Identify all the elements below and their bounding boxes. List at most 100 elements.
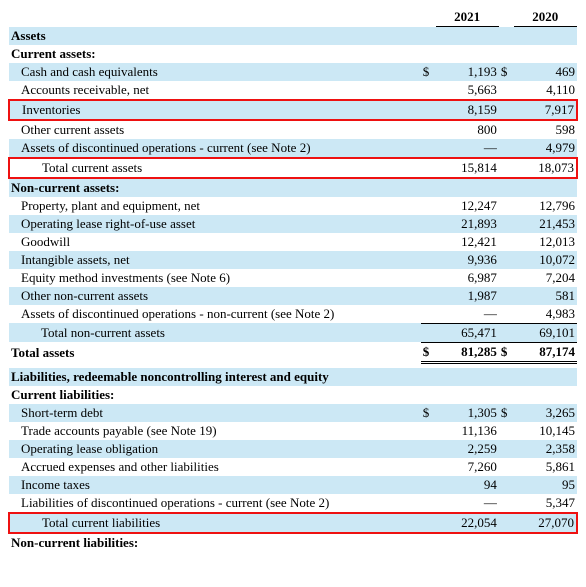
val-equity-inv-2021: 6,987 [436, 269, 499, 287]
row-olo: Operating lease obligation 2,259 2,358 [9, 440, 577, 458]
row-disc-cur-liab: Liabilities of discontinued operations -… [9, 494, 577, 513]
current-liab-heading: Current liabilities: [9, 386, 421, 404]
currency-symbol: $ [499, 342, 514, 362]
label-cash: Cash and cash equivalents [9, 63, 421, 81]
val-disc-cur-a-2021: — [436, 139, 499, 158]
val-ta-2021: 81,285 [436, 342, 499, 362]
row-disc-cur-assets: Assets of discontinued operations - curr… [9, 139, 577, 158]
row-ar: Accounts receivable, net 5,663 4,110 [9, 81, 577, 100]
currency-symbol: $ [421, 404, 436, 422]
row-total-nc-assets: Total non-current assets 65,471 69,101 [9, 323, 577, 342]
label-disc-cur-a: Assets of discontinued operations - curr… [9, 139, 421, 158]
val-rou-2021: 21,893 [436, 215, 499, 233]
val-accr-2021: 7,260 [436, 458, 499, 476]
val-ar-2021: 5,663 [436, 81, 499, 100]
row-onca: Other non-current assets 1,987 581 [9, 287, 577, 305]
label-onca: Other non-current assets [9, 287, 421, 305]
val-ap-2020: 10,145 [514, 422, 577, 440]
val-tnca-2021: 65,471 [436, 323, 499, 342]
liab-section-heading: Liabilities, redeemable noncontrolling i… [9, 368, 421, 386]
label-disc-nc-a: Assets of discontinued operations - non-… [9, 305, 421, 324]
val-disc-cur-l-2020: 5,347 [514, 494, 577, 513]
val-tnca-2020: 69,101 [514, 323, 577, 342]
val-tax-2021: 94 [436, 476, 499, 494]
val-oca-2020: 598 [514, 120, 577, 139]
row-rou: Operating lease right-of-use asset 21,89… [9, 215, 577, 233]
row-std: Short-term debt $ 1,305 $ 3,265 [9, 404, 577, 422]
liab-section-heading-row: Liabilities, redeemable noncontrolling i… [9, 368, 577, 386]
row-oca: Other current assets 800 598 [9, 120, 577, 139]
val-disc-nc-a-2020: 4,983 [514, 305, 577, 324]
label-equity-inv: Equity method investments (see Note 6) [9, 269, 421, 287]
label-rou: Operating lease right-of-use asset [9, 215, 421, 233]
val-cash-2020: 469 [514, 63, 577, 81]
year-header-row: 2021 2020 [9, 8, 577, 27]
val-tcl-2020: 27,070 [514, 513, 577, 533]
val-inv-2021: 8,159 [436, 100, 499, 120]
val-ta-2020: 87,174 [514, 342, 577, 362]
val-accr-2020: 5,861 [514, 458, 577, 476]
val-equity-inv-2020: 7,204 [514, 269, 577, 287]
val-onca-2020: 581 [514, 287, 577, 305]
label-tax: Income taxes [9, 476, 421, 494]
current-liab-heading-row: Current liabilities: [9, 386, 577, 404]
val-disc-cur-a-2020: 4,979 [514, 139, 577, 158]
val-rou-2020: 21,453 [514, 215, 577, 233]
non-current-liab-heading-row: Non-current liabilities: [9, 533, 577, 552]
val-disc-nc-a-2021: — [436, 305, 499, 324]
non-current-assets-heading-row: Non-current assets: [9, 178, 577, 197]
label-tca: Total current assets [9, 158, 421, 178]
row-disc-nc-assets: Assets of discontinued operations - non-… [9, 305, 577, 324]
val-ap-2021: 11,136 [436, 422, 499, 440]
year-2020: 2020 [514, 8, 577, 27]
label-tnca: Total non-current assets [9, 323, 421, 342]
val-gw-2021: 12,421 [436, 233, 499, 251]
val-intang-2021: 9,936 [436, 251, 499, 269]
val-olo-2020: 2,358 [514, 440, 577, 458]
val-tca-2020: 18,073 [514, 158, 577, 178]
row-cash: Cash and cash equivalents $ 1,193 $ 469 [9, 63, 577, 81]
val-cash-2021: 1,193 [436, 63, 499, 81]
row-equity-inv: Equity method investments (see Note 6) 6… [9, 269, 577, 287]
label-ap: Trade accounts payable (see Note 19) [9, 422, 421, 440]
label-gw: Goodwill [9, 233, 421, 251]
label-disc-cur-l: Liabilities of discontinued operations -… [9, 494, 421, 513]
val-std-2021: 1,305 [436, 404, 499, 422]
val-ppe-2020: 12,796 [514, 197, 577, 215]
label-intang: Intangible assets, net [9, 251, 421, 269]
val-inv-2020: 7,917 [514, 100, 577, 120]
label-tcl: Total current liabilities [9, 513, 421, 533]
row-total-assets: Total assets $ 81,285 $ 87,174 [9, 342, 577, 362]
val-gw-2020: 12,013 [514, 233, 577, 251]
current-assets-heading-row: Current assets: [9, 45, 577, 63]
currency-symbol: $ [421, 63, 436, 81]
row-inventories: Inventories 8,159 7,917 [9, 100, 577, 120]
row-total-current-liab: Total current liabilities 22,054 27,070 [9, 513, 577, 533]
balance-sheet-table: 2021 2020 Assets Current assets: Cash an… [8, 8, 578, 552]
row-total-current-assets: Total current assets 15,814 18,073 [9, 158, 577, 178]
non-current-assets-heading: Non-current assets: [9, 178, 421, 197]
label-std: Short-term debt [9, 404, 421, 422]
label-olo: Operating lease obligation [9, 440, 421, 458]
row-ppe: Property, plant and equipment, net 12,24… [9, 197, 577, 215]
label-ta: Total assets [9, 342, 421, 362]
assets-heading-row: Assets [9, 27, 577, 45]
val-tcl-2021: 22,054 [436, 513, 499, 533]
row-tax: Income taxes 94 95 [9, 476, 577, 494]
row-accr: Accrued expenses and other liabilities 7… [9, 458, 577, 476]
val-onca-2021: 1,987 [436, 287, 499, 305]
current-assets-heading: Current assets: [9, 45, 421, 63]
row-ap: Trade accounts payable (see Note 19) 11,… [9, 422, 577, 440]
val-oca-2021: 800 [436, 120, 499, 139]
label-ppe: Property, plant and equipment, net [9, 197, 421, 215]
label-inv: Inventories [9, 100, 421, 120]
currency-symbol: $ [499, 63, 514, 81]
label-accr: Accrued expenses and other liabilities [9, 458, 421, 476]
non-current-liab-heading: Non-current liabilities: [9, 533, 421, 552]
assets-heading: Assets [9, 27, 421, 45]
val-disc-cur-l-2021: — [436, 494, 499, 513]
val-tca-2021: 15,814 [436, 158, 499, 178]
val-ppe-2021: 12,247 [436, 197, 499, 215]
val-olo-2021: 2,259 [436, 440, 499, 458]
row-intangibles: Intangible assets, net 9,936 10,072 [9, 251, 577, 269]
